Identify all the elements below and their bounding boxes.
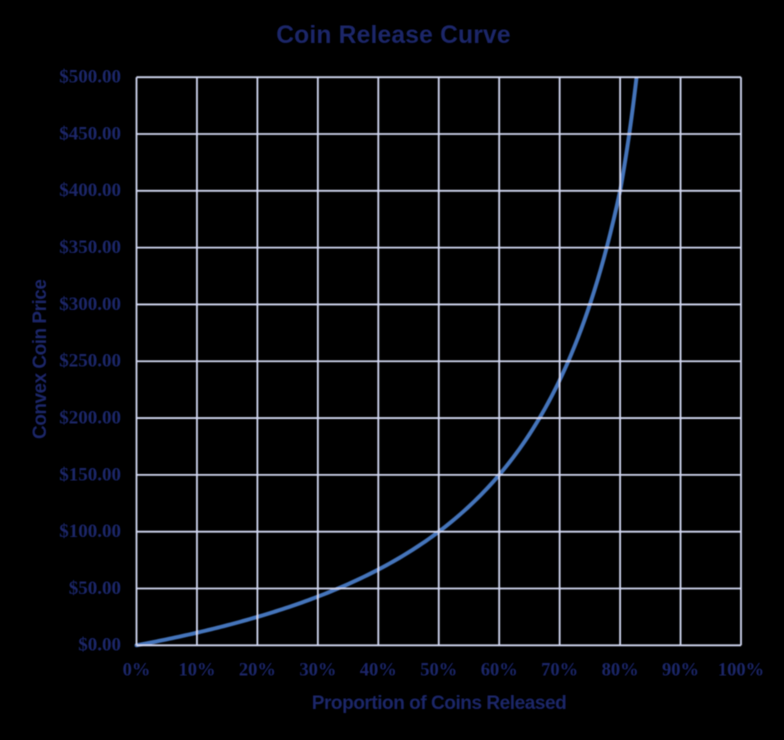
svg-text:Coin Release Curve: Coin Release Curve [276,22,511,49]
svg-text:70%: 70% [541,661,578,681]
svg-text:30%: 30% [299,661,336,681]
svg-text:80%: 80% [602,661,639,681]
svg-text:$150.00: $150.00 [59,464,121,485]
svg-text:0%: 0% [123,661,151,681]
svg-text:10%: 10% [178,661,215,681]
svg-text:$100.00: $100.00 [59,521,121,542]
svg-text:60%: 60% [481,661,518,681]
svg-text:$400.00: $400.00 [59,180,121,201]
svg-text:$350.00: $350.00 [59,237,121,258]
svg-text:20%: 20% [239,661,276,681]
svg-text:$450.00: $450.00 [59,123,121,144]
svg-text:$0.00: $0.00 [78,635,121,656]
svg-text:90%: 90% [662,661,699,681]
svg-text:$500.00: $500.00 [59,67,121,88]
svg-text:40%: 40% [360,661,397,681]
svg-text:$250.00: $250.00 [59,351,121,372]
svg-text:$300.00: $300.00 [59,294,121,315]
svg-text:50%: 50% [420,661,457,681]
svg-text:100%: 100% [718,661,764,681]
svg-text:Convex Coin Price: Convex Coin Price [30,280,51,439]
svg-text:$200.00: $200.00 [59,407,121,428]
svg-text:Proportion of Coins Released: Proportion of Coins Released [312,693,567,714]
svg-text:$50.00: $50.00 [69,578,121,599]
